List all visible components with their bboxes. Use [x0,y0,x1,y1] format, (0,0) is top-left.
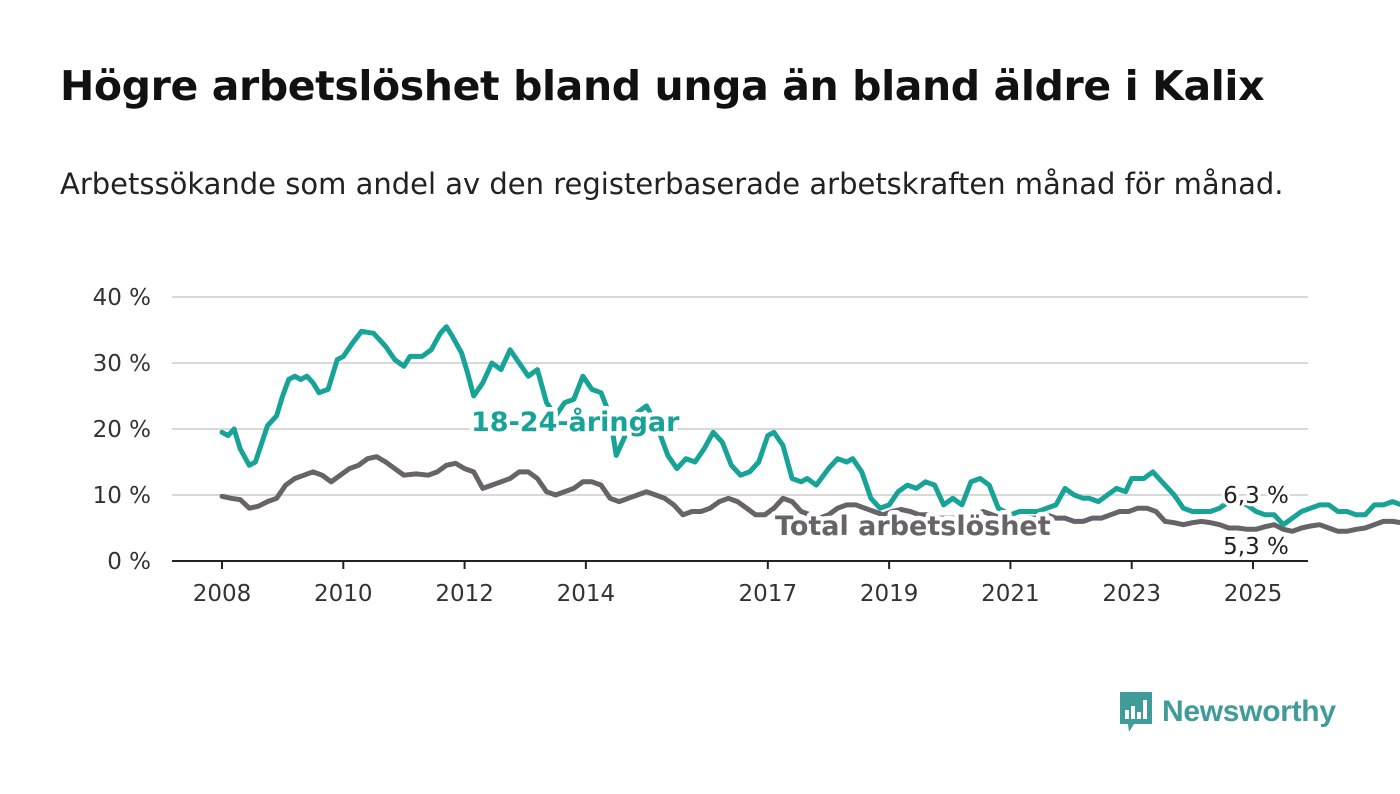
y-axis-ticks: 0 % 10 % 20 % 30 % 40 % [93,285,151,575]
x-tick-label: 2021 [981,581,1040,607]
y-tick-label: 10 % [93,483,151,509]
end-value-label-total: 5,3 % [1223,534,1289,560]
gridlines [172,296,1308,562]
series-lines [219,324,1400,534]
y-tick-label: 40 % [93,285,151,311]
x-tick-label: 2010 [314,581,373,607]
chart-title: Högre arbetslöshet bland unga än bland ä… [60,62,1265,110]
series-labels: 18-24-åringar Total arbetslöshet 6,3 % 5,3 … [467,402,1292,564]
series-line-youth [219,324,1400,528]
y-tick-label: 30 % [93,351,151,377]
x-tick-label: 2008 [193,581,252,607]
x-axis-ticks: 2008 2010 2012 2014 2017 2019 2021 2023 2025 [193,561,1283,607]
brand-name: Newsworthy [1162,695,1336,728]
series-label-total: Total arbetslöshet [775,511,1051,542]
x-tick-label: 2017 [739,581,798,607]
series-label-youth: 18-24-åringar [471,406,680,438]
x-tick-label: 2025 [1224,581,1283,607]
x-tick-label: 2019 [860,581,919,607]
end-value-label-youth: 6,3 % [1223,483,1289,509]
bar-chart-speech-bubble-icon [1120,692,1152,732]
y-tick-label: 20 % [93,417,151,443]
series-line-total [219,454,1400,534]
x-tick-label: 2023 [1102,581,1161,607]
newsworthy-logo: Newsworthy [1118,690,1336,734]
x-tick-label: 2012 [435,581,494,607]
y-tick-label: 0 % [107,549,151,575]
x-tick-label: 2014 [557,581,616,607]
chart-subtitle: Arbetssökande som andel av den registerb… [60,167,1284,201]
